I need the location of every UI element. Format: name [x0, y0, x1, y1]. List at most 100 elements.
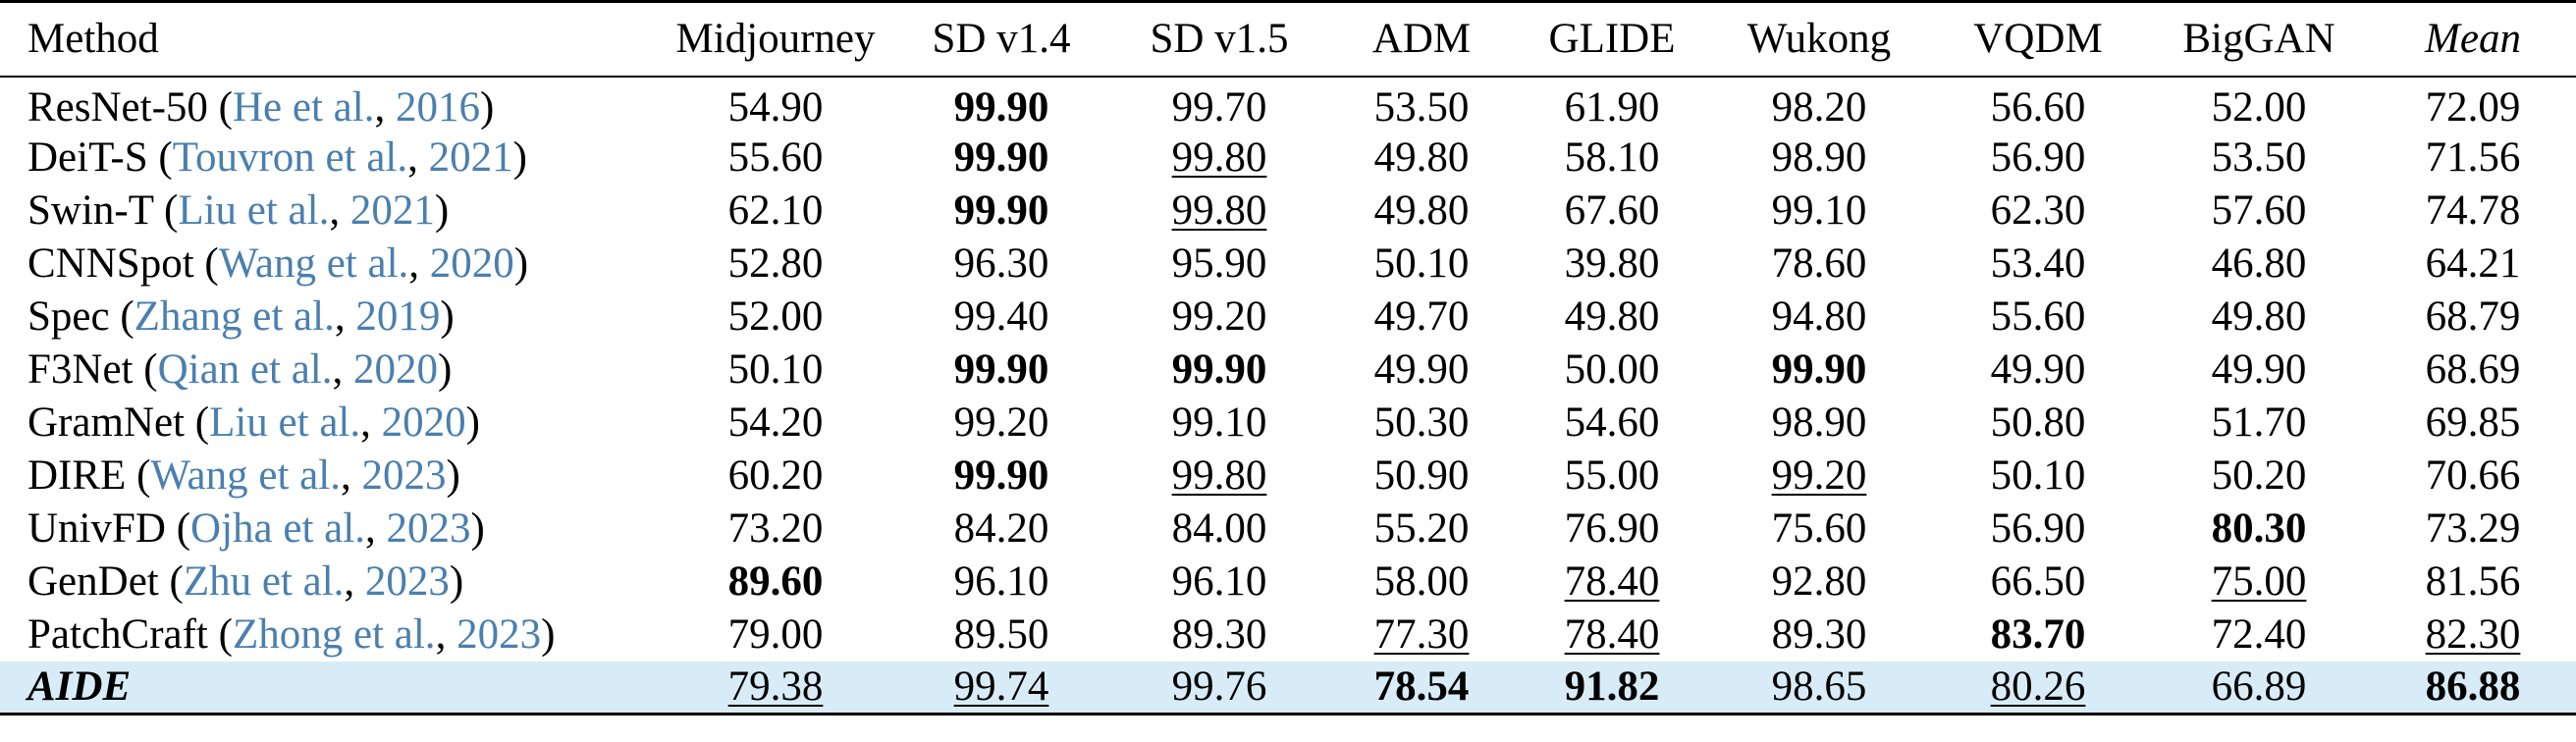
citation-author-link[interactable]: Zhu et al. — [183, 558, 345, 605]
citation-author-link[interactable]: Zhang et al. — [134, 293, 335, 340]
cell-value: 49.80 — [2211, 293, 2307, 340]
cell-value: 79.00 — [727, 611, 824, 658]
citation-author-link[interactable]: Ojha et al. — [190, 505, 365, 552]
method-name: PatchCraft — [27, 611, 208, 658]
value-cell: 94.80 — [1710, 291, 1928, 344]
cell-value: 55.60 — [1990, 293, 2086, 340]
value-cell: 99.20 — [893, 397, 1109, 450]
table-row: UnivFD (Ojha et al., 2023) 73.20 84.20 84.0… — [0, 503, 2576, 556]
citation-author-link[interactable]: Liu et al. — [209, 399, 361, 446]
cell-value: 78.40 — [1564, 611, 1660, 658]
citation-year-link[interactable]: 2020 — [429, 240, 514, 287]
cell-value: 56.90 — [1990, 505, 2086, 552]
col-header-sd-v1-5: SD v1.5 — [1109, 0, 1329, 78]
value-cell: 68.69 — [2370, 344, 2576, 397]
value-cell: 49.80 — [2148, 291, 2370, 344]
table-row: GenDet (Zhu et al., 2023) 89.60 96.10 96.10… — [0, 556, 2576, 609]
citation-year-link[interactable]: 2023 — [456, 611, 542, 658]
cell-value: 50.80 — [1990, 399, 2086, 446]
value-cell: 99.80 — [1109, 132, 1329, 185]
value-cell: 89.60 — [658, 556, 893, 609]
value-cell: 99.20 — [1710, 450, 1928, 503]
value-cell: 92.80 — [1710, 556, 1928, 609]
cell-value: 50.20 — [2211, 452, 2307, 499]
cell-value: 70.66 — [2425, 452, 2521, 499]
cell-value: 99.90 — [953, 134, 1049, 181]
cell-value: 96.10 — [1171, 558, 1267, 605]
cell-value: 99.70 — [1171, 83, 1267, 131]
cell-value: 86.88 — [2425, 663, 2521, 711]
method-name: Swin-T — [27, 187, 154, 234]
method-name: GenDet — [27, 558, 159, 605]
value-cell: 66.89 — [2148, 661, 2370, 716]
value-cell: 50.10 — [1928, 450, 2148, 503]
cell-value: 74.78 — [2425, 187, 2521, 234]
citation-year-link[interactable]: 2020 — [381, 399, 466, 446]
cell-value: 72.09 — [2425, 83, 2521, 131]
value-cell: 51.70 — [2148, 397, 2370, 450]
cell-value: 80.30 — [2211, 505, 2307, 552]
value-cell: 78.40 — [1514, 556, 1710, 609]
citation-year-link[interactable]: 2019 — [355, 293, 441, 340]
citation-author-link[interactable]: Zhong et al. — [232, 611, 436, 658]
cell-value: 99.90 — [1771, 346, 1867, 393]
value-cell: 99.90 — [893, 344, 1109, 397]
method-name: DeiT-S — [27, 134, 148, 181]
value-cell: 99.90 — [1710, 344, 1928, 397]
citation-year-link[interactable]: 2021 — [349, 187, 435, 234]
value-cell: 58.00 — [1329, 556, 1514, 609]
citation-author-link[interactable]: Qian et al. — [157, 346, 333, 393]
method-name: UnivFD — [27, 505, 166, 552]
value-cell: 49.90 — [1928, 344, 2148, 397]
cell-value: 62.30 — [1990, 187, 2086, 234]
value-cell: 69.85 — [2370, 397, 2576, 450]
cell-value: 46.80 — [2211, 240, 2307, 287]
cell-value: 49.80 — [1564, 293, 1660, 340]
method-cell: F3Net (Qian et al., 2020) — [27, 346, 453, 393]
value-cell: 50.30 — [1329, 397, 1514, 450]
cell-value: 55.20 — [1373, 505, 1470, 552]
value-cell: 50.00 — [1514, 344, 1710, 397]
citation-author-link[interactable]: Wang et al. — [218, 240, 409, 287]
cell-value: 39.80 — [1564, 240, 1660, 287]
value-cell: 78.54 — [1329, 661, 1514, 716]
citation-author-link[interactable]: Touvron et al. — [172, 134, 408, 181]
value-cell: 76.90 — [1514, 503, 1710, 556]
cell-value: 50.10 — [1373, 240, 1470, 287]
value-cell: 49.70 — [1329, 291, 1514, 344]
cell-value: 98.65 — [1771, 663, 1867, 711]
col-header-sd-v1-4: SD v1.4 — [893, 0, 1109, 78]
citation-year-link[interactable]: 2023 — [361, 452, 447, 499]
value-cell: 99.80 — [1109, 185, 1329, 238]
citation-year-link[interactable]: 2016 — [395, 83, 480, 131]
value-cell: 66.50 — [1928, 556, 2148, 609]
value-cell: 50.10 — [1329, 238, 1514, 291]
citation-year-link[interactable]: 2020 — [352, 346, 438, 393]
cell-value: 99.40 — [953, 293, 1049, 340]
value-cell: 99.90 — [893, 185, 1109, 238]
cell-value: 52.80 — [727, 240, 824, 287]
value-cell: 49.80 — [1514, 291, 1710, 344]
citation-author-link[interactable]: He et al. — [232, 83, 375, 131]
method-name: ResNet-50 — [27, 83, 208, 131]
cell-value: 54.20 — [727, 399, 824, 446]
cell-value: 99.76 — [1171, 663, 1267, 711]
citation-year-link[interactable]: 2021 — [428, 134, 513, 181]
header-row: Method Midjourney SD v1.4 SD v1.5 ADM GL… — [0, 0, 2576, 78]
cell-value: 89.60 — [727, 558, 824, 605]
value-cell: 77.30 — [1329, 609, 1514, 662]
col-header-method: Method — [0, 0, 658, 78]
citation-year-link[interactable]: 2023 — [364, 558, 450, 605]
value-cell: 99.90 — [893, 77, 1109, 132]
cell-value: 53.50 — [2211, 134, 2307, 181]
method-name: CNNSpot — [27, 240, 194, 287]
value-cell: 54.90 — [658, 77, 893, 132]
value-cell: 99.20 — [1109, 291, 1329, 344]
cell-value: 99.80 — [1171, 452, 1267, 499]
citation-author-link[interactable]: Wang et al. — [150, 452, 341, 499]
cell-value: 67.60 — [1564, 187, 1660, 234]
value-cell: 49.80 — [1329, 185, 1514, 238]
citation-author-link[interactable]: Liu et al. — [178, 187, 330, 234]
table-row: DeiT-S (Touvron et al., 2021) 55.60 99.90 9… — [0, 132, 2576, 185]
citation-year-link[interactable]: 2023 — [386, 505, 471, 552]
